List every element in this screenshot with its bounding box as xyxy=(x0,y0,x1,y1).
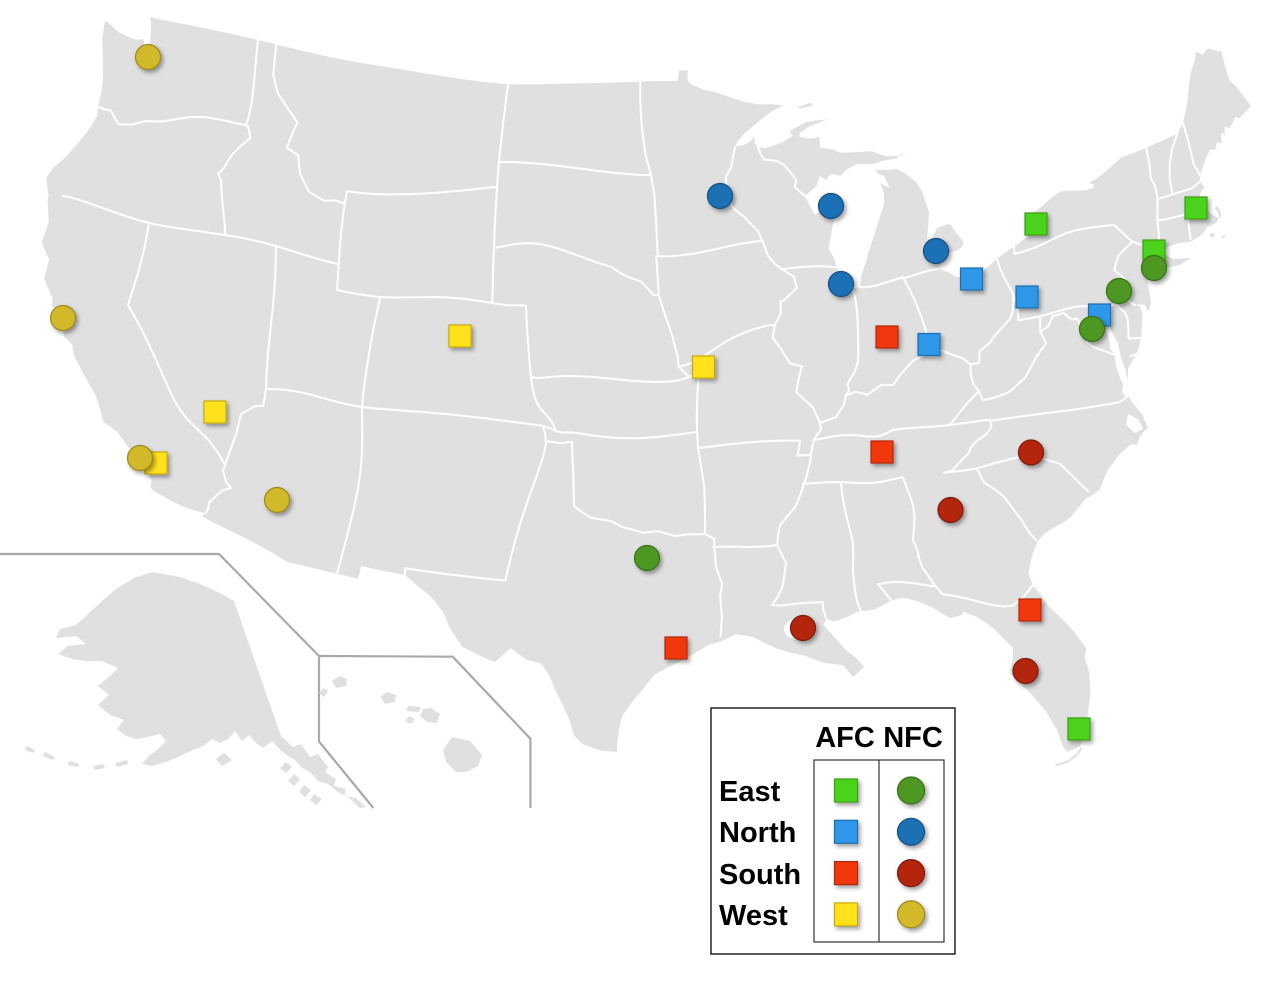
svg-text:South: South xyxy=(719,859,801,891)
svg-text:East: East xyxy=(719,776,781,808)
svg-text:West: West xyxy=(719,900,788,932)
svg-text:NFC: NFC xyxy=(883,722,943,754)
svg-text:North: North xyxy=(719,817,796,849)
svg-text:AFC: AFC xyxy=(815,722,875,754)
